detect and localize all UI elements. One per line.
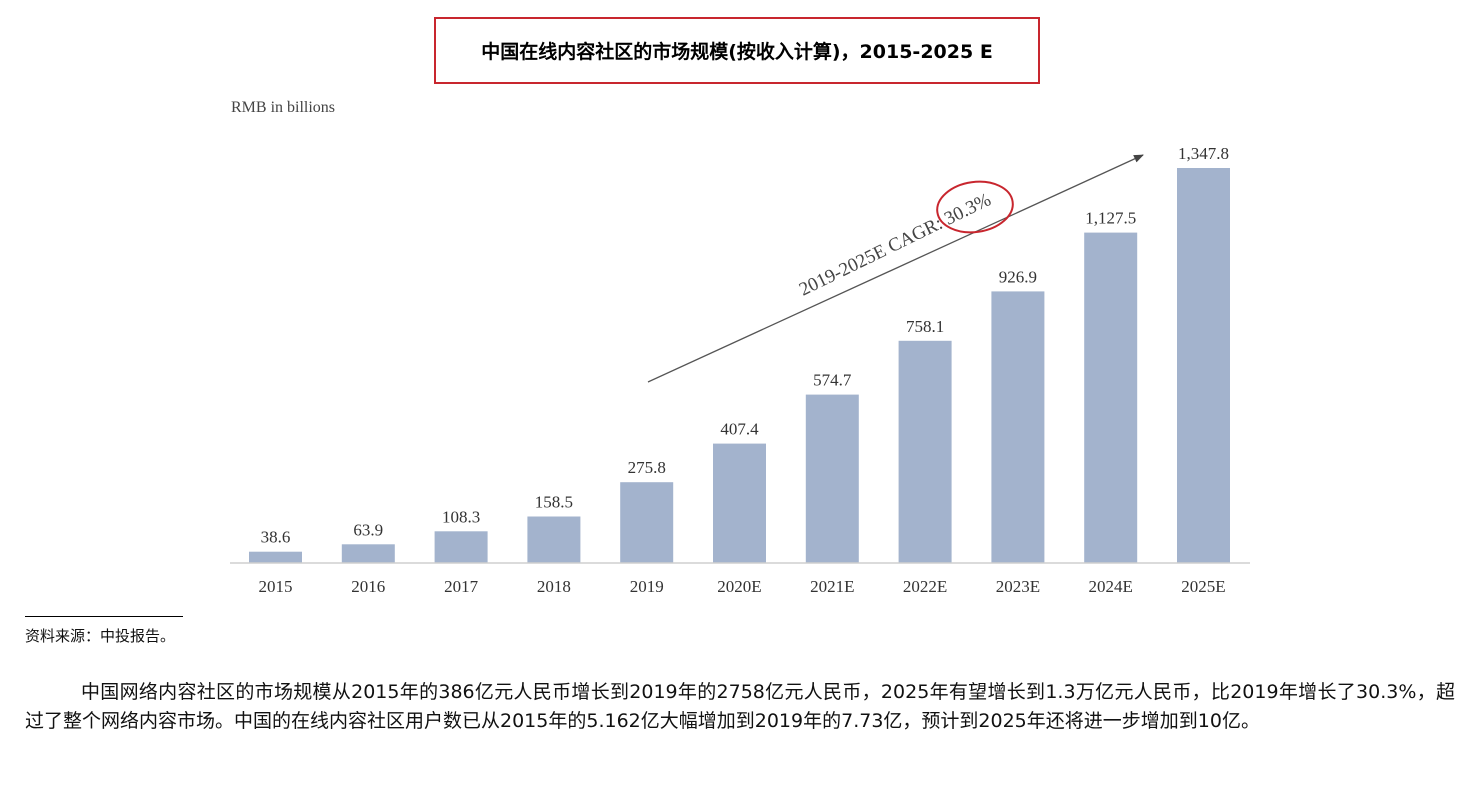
data-label-2019: 275.8 — [628, 458, 666, 477]
x-tick-label-2020E: 2020E — [717, 577, 761, 596]
bars-layer — [249, 168, 1230, 563]
data-label-2015: 38.6 — [261, 528, 291, 547]
bar-2016 — [341, 544, 395, 563]
x-tick-label-2016: 2016 — [351, 577, 385, 596]
x-tick-label-2024E: 2024E — [1089, 577, 1133, 596]
data-label-2020E: 407.4 — [720, 420, 759, 439]
bar-2022E — [898, 340, 952, 563]
bar-2020E — [713, 443, 766, 563]
y-axis-unit-label: RMB in billions — [231, 99, 336, 116]
bar-2015 — [249, 551, 302, 563]
bar-2019 — [620, 482, 674, 563]
source-note: 资料来源：中投报告。 — [25, 627, 176, 645]
x-tick-label-2025E: 2025E — [1181, 577, 1225, 596]
bar-2018 — [527, 516, 581, 563]
x-tick-label-2018: 2018 — [537, 577, 571, 596]
data-label-2016: 63.9 — [353, 520, 383, 539]
x-tick-label-2021E: 2021E — [810, 577, 854, 596]
bar-2025E — [1177, 168, 1230, 563]
data-label-2021E: 574.7 — [813, 371, 852, 390]
data-label-2023E: 926.9 — [999, 267, 1037, 286]
bar-chart: 38.6 2015 63.9 2016 108.3 2017 158.5 2018 275.8 2… — [230, 144, 1250, 596]
x-tick-label-2019: 2019 — [630, 577, 664, 596]
bar-2017 — [434, 531, 488, 563]
bar-2021E — [805, 394, 859, 563]
data-label-2025E: 1,347.8 — [1178, 144, 1229, 163]
x-tick-label-2022E: 2022E — [903, 577, 947, 596]
data-label-2024E: 1,127.5 — [1085, 209, 1136, 228]
body-paragraph: 中国网络内容社区的市场规模从2015年的386亿元人民币增长到2019年的275… — [25, 681, 1455, 732]
cagr-arrow — [647, 154, 1144, 383]
data-label-2018: 158.5 — [535, 493, 573, 512]
chart-title: 中国在线内容社区的市场规模(按收入计算)，2015-2025 E — [481, 41, 993, 63]
bar-2023E — [991, 291, 1045, 563]
data-label-2022E: 758.1 — [906, 317, 944, 336]
x-tick-label-2017: 2017 — [444, 577, 479, 596]
bar-2024E — [1084, 232, 1138, 563]
x-tick-label-2023E: 2023E — [996, 577, 1040, 596]
footnote-rule — [25, 616, 183, 617]
data-label-2017: 108.3 — [442, 507, 480, 526]
labels-layer: 38.6 2015 63.9 2016 108.3 2017 158.5 2018 275.8 2… — [259, 144, 1230, 596]
cagr-highlight-circle — [936, 180, 1014, 234]
chart-title-box: 中国在线内容社区的市场规模(按收入计算)，2015-2025 E — [434, 17, 1040, 84]
x-tick-label-2015: 2015 — [259, 577, 293, 596]
cagr-label: 2019-2025E CAGR: 30.3% — [796, 189, 995, 300]
cagr-annotation: 2019-2025E CAGR: 30.3% — [647, 154, 1144, 383]
